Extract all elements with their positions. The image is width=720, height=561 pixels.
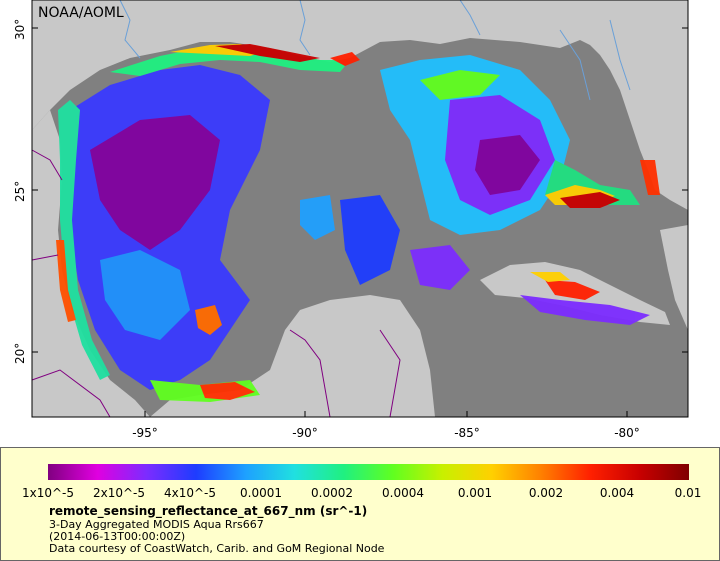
plot-area [31,0,689,418]
lat-tick-label-30: 30° [13,19,27,40]
legend-title: remote_sensing_reflectance_at_667_nm (sr… [49,504,368,518]
lat-tick-label-20: 20° [13,343,27,364]
colorbar-tick-label: 0.0002 [311,486,353,500]
lat-ticks: 30° 25° 20° [13,19,688,364]
lon-tick-label-80: -80° [614,426,640,440]
land-yucatan [150,295,435,417]
colorbar [48,464,689,480]
colorbar-tick-label: 0.01 [674,486,702,500]
land-florida [580,0,688,210]
lon-tick-label-85: -85° [454,426,480,440]
land-us-gulf-coast [32,0,580,130]
land-mexico-west [32,110,150,417]
reflectance-data-layer [56,44,660,402]
credit-label: NOAA/AOML [38,5,124,21]
colorbar-tick-label: 0.004 [599,486,635,500]
map-canvas: NOAA/AOML 30° 25° 20° -95° -90° -85° -80… [13,0,689,440]
legend-date: (2014-06-13T00:00:00Z) [49,530,186,543]
colorbar-tick-label: 1x10^-5 [21,486,75,500]
legend-panel: 1x10^-5 2x10^-5 4x10^-5 0.0001 0.0002 0.… [0,447,720,561]
lon-tick-label-90: -90° [292,426,318,440]
land-bahamas-edge [660,225,688,330]
colorbar-tick-label: 2x10^-5 [92,486,146,500]
colorbar-tick-label: 0.002 [528,486,564,500]
legend-description: 3-Day Aggregated MODIS Aqua Rrs667 [49,518,264,531]
colorbar-tick-label: 0.0004 [382,486,424,500]
colorbar-tick-label: 0.0001 [240,486,282,500]
lon-ticks: -95° -90° -85° -80° [132,411,640,440]
plot-border [31,0,689,418]
lon-tick-label-95: -95° [132,426,158,440]
colorbar-tick-label: 0.001 [457,486,493,500]
colorbar-tick-label: 4x10^-5 [163,486,217,500]
lat-tick-label-25: 25° [13,181,27,202]
map-frame: NOAA/AOML 30° 25° 20° -95° -90° -85° -80… [13,0,689,440]
legend-credit: Data courtesy of CoastWatch, Carib. and … [49,542,385,555]
political-borders [31,149,401,418]
rivers [119,0,631,101]
